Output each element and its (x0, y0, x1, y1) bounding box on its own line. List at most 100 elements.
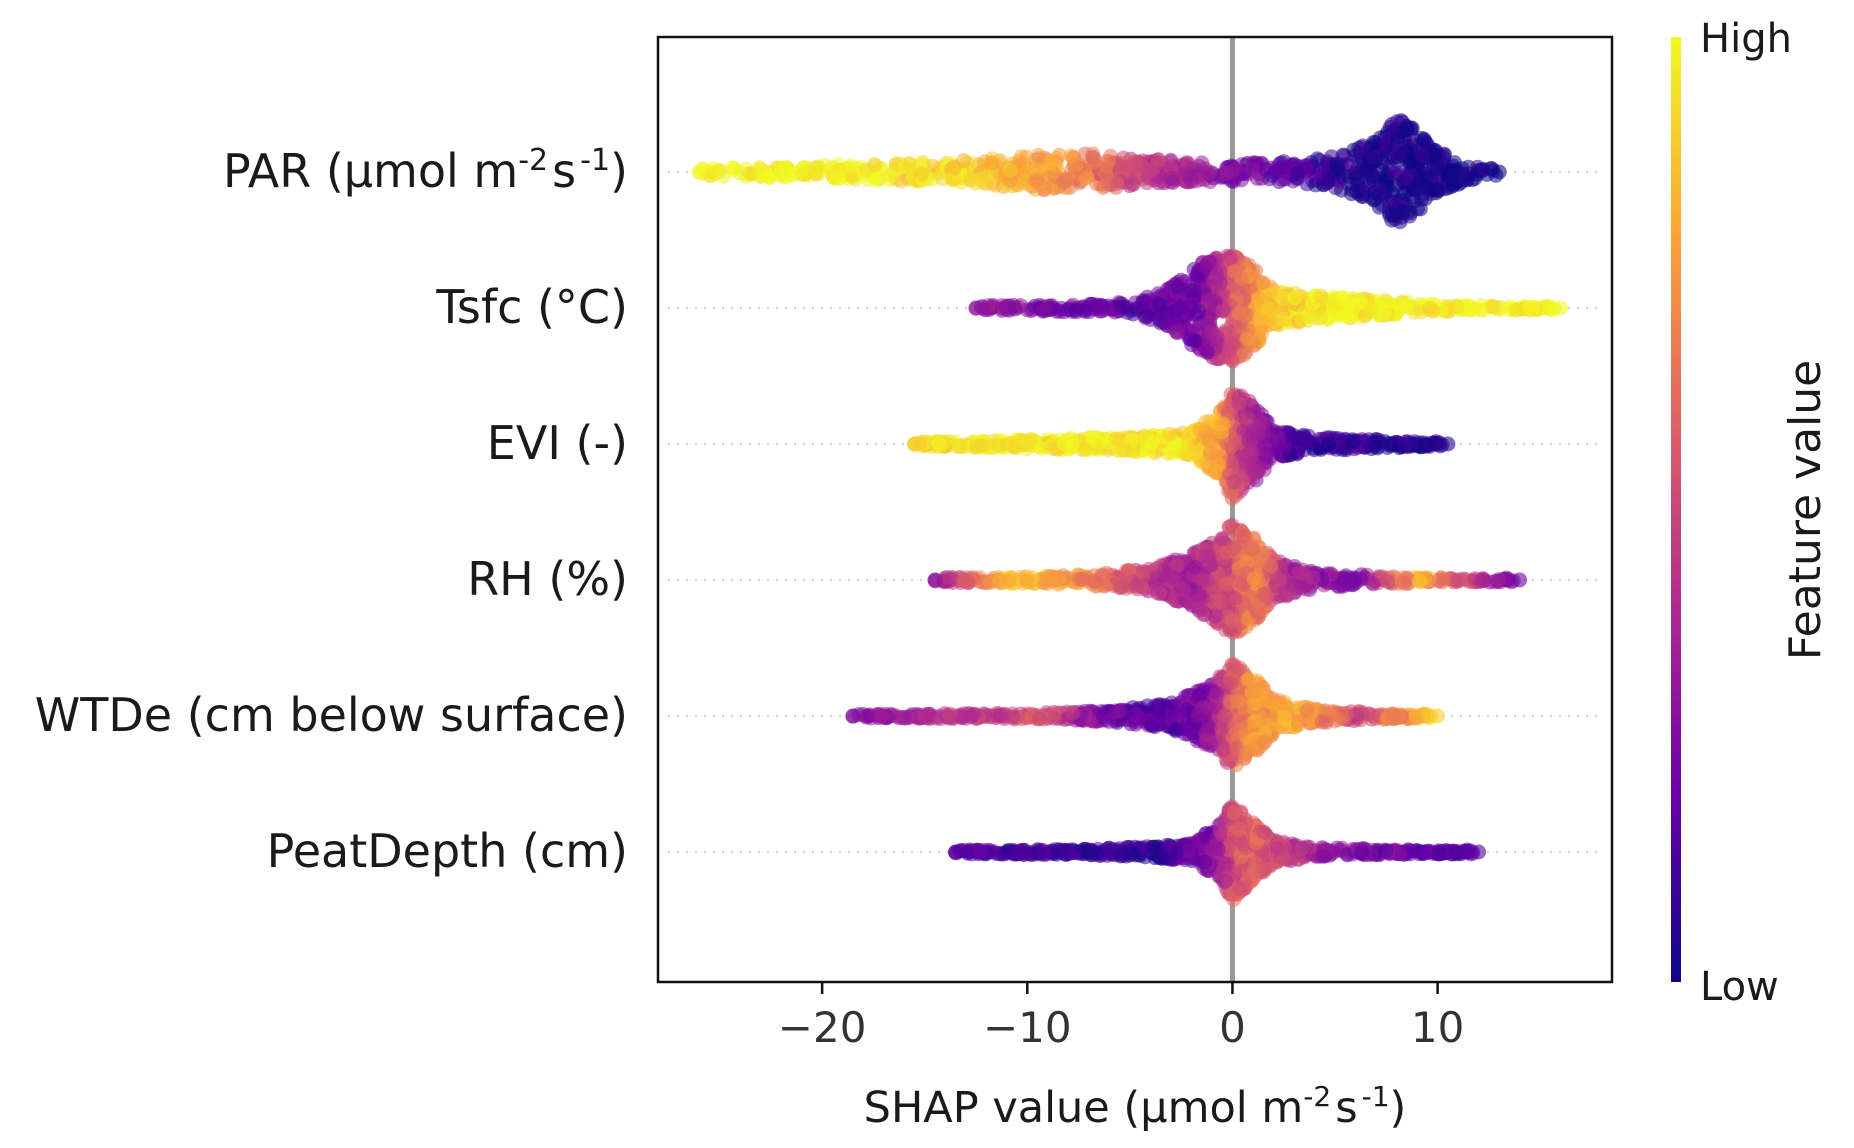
shap-point (1248, 263, 1264, 279)
shap-point (1259, 589, 1275, 605)
shap-point (992, 708, 1008, 724)
shap-point (1411, 573, 1427, 589)
shap-point (1108, 431, 1124, 447)
shap-point (1200, 545, 1216, 561)
shap-point (1485, 299, 1501, 315)
shap-point (1491, 573, 1507, 589)
shap-point (983, 439, 999, 455)
shap-point (1261, 301, 1277, 317)
shap-point (1355, 160, 1371, 176)
shap-point (1246, 571, 1262, 587)
shap-point (1465, 302, 1480, 318)
shap-point (1098, 166, 1114, 182)
shap-point (1263, 558, 1279, 574)
shap-point (867, 171, 883, 187)
shap-point (1058, 172, 1074, 188)
shap-point (1508, 302, 1524, 318)
shap-point-extreme (845, 708, 861, 724)
shap-point (999, 436, 1015, 452)
shap-point (1223, 694, 1239, 710)
shap-point (1211, 457, 1227, 473)
shap-point-extreme (907, 436, 922, 452)
shap-point (1002, 162, 1018, 178)
shap-point (1176, 721, 1192, 737)
shap-point (1187, 333, 1203, 349)
beeswarm-points (691, 113, 1569, 907)
shap-point (1298, 433, 1314, 449)
shap-point (1109, 176, 1125, 192)
shap-point (1031, 151, 1047, 167)
shap-point (1189, 708, 1205, 724)
shap-point (1414, 148, 1430, 163)
shap-point (1182, 167, 1198, 183)
shap-point (1415, 435, 1431, 451)
shap-point (1152, 297, 1168, 313)
shap-point (984, 155, 1000, 171)
shap-point (1209, 686, 1225, 701)
shap-point (1256, 462, 1272, 478)
shap-point (834, 163, 850, 179)
shap-point (1200, 574, 1216, 590)
shap-point-extreme (968, 300, 984, 316)
shap-point (1386, 165, 1402, 181)
shap-point-extreme (1440, 436, 1456, 452)
shap-point (1039, 572, 1055, 588)
shap-point (913, 166, 929, 182)
shap-point (972, 171, 988, 187)
shap-point (1217, 708, 1233, 724)
shap-point (1354, 707, 1370, 722)
shap-point (1245, 541, 1260, 557)
shap-point (1043, 154, 1059, 170)
shap-point (1354, 140, 1370, 156)
shap-point-extreme (691, 164, 707, 180)
row-guides (668, 171, 1602, 853)
shap-point (910, 709, 926, 725)
shap-point (956, 153, 972, 168)
shap-point (1032, 711, 1047, 727)
shap-point (1335, 291, 1351, 307)
shap-point (1362, 437, 1378, 453)
shap-point (1227, 162, 1242, 178)
shap-point (1378, 131, 1394, 147)
shap-point (1190, 304, 1206, 320)
shap-point (1397, 298, 1413, 314)
shap-point (1019, 573, 1035, 589)
shap-point (1095, 179, 1111, 195)
shap-point (1395, 147, 1411, 162)
shap-point (1391, 710, 1407, 726)
shap-point (1197, 259, 1213, 275)
shap-point (1214, 424, 1229, 440)
shap-point (1291, 565, 1307, 581)
shap-point (1258, 446, 1274, 462)
shap-point (807, 161, 822, 176)
shap-point (1221, 343, 1237, 358)
shap-point (1123, 159, 1139, 175)
shap-point (883, 167, 899, 183)
shap-point (1164, 708, 1180, 724)
shap-point (1187, 559, 1203, 575)
shap-point (1256, 735, 1272, 750)
shap-point (1384, 207, 1400, 223)
shap-point (716, 168, 732, 184)
shap-point (1344, 182, 1360, 198)
shap-point (1348, 575, 1363, 591)
shap-point (942, 706, 958, 722)
shap-point (1277, 437, 1292, 453)
shap-point (901, 156, 917, 172)
shap-point (1163, 159, 1179, 175)
shap-point (1186, 283, 1202, 299)
shap-point (1142, 163, 1158, 179)
shap-point (705, 161, 721, 177)
shap-point (955, 573, 971, 588)
shap-point (1223, 675, 1239, 691)
shap-point (1331, 712, 1347, 727)
shap-point (1314, 714, 1330, 730)
shap-point (1068, 157, 1084, 173)
shap-point (1226, 264, 1242, 280)
shap-point (1085, 149, 1101, 165)
shap-point (1244, 685, 1260, 701)
shap-point-extreme (927, 572, 943, 588)
shap-point (1226, 658, 1242, 674)
shap-point (1047, 710, 1062, 726)
shap-point (1245, 404, 1261, 420)
